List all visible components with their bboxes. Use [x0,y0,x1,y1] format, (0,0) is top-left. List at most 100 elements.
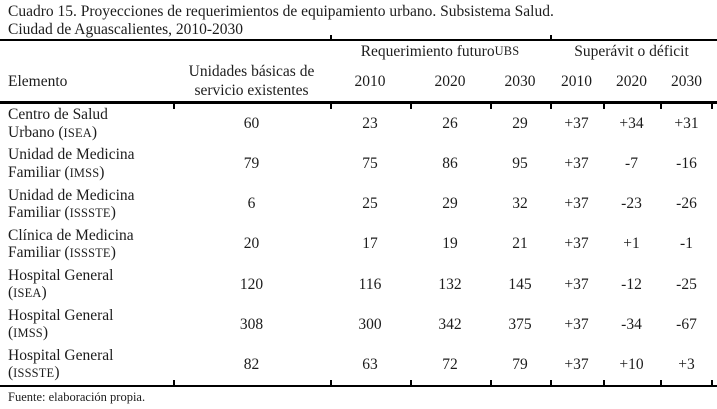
req-2020-cell: 29 [442,195,458,213]
table-title-line1: Cuadro 15. Proyecciones de requerimiento… [8,3,554,20]
element-name-line2: (ISSSTE) [8,364,60,382]
sup-2010-cell: +37 [564,115,589,133]
sup-2030-cell: -16 [676,155,697,173]
column-boundary-tick [550,34,552,41]
req-2010-cell: 63 [362,355,378,373]
column-boundary-tick [711,102,713,109]
req-2010-cell: 116 [358,275,382,293]
sup-2030-cell: -1 [680,235,693,253]
column-header-existing-units: Unidades básicas de servicio existentes [188,63,315,99]
sup-2020-cell: +10 [619,355,644,373]
element-name-line2: Familiar (ISSSTE) [8,203,116,221]
column-boundary-tick [550,379,552,387]
acronym: ISEA [13,286,42,301]
req-2030-cell: 95 [512,155,528,173]
column-group-requerimiento: Requerimiento futuro UBS [360,42,520,60]
column-header-req-2010: 2010 [354,72,386,90]
column-header-sup-2020: 2020 [616,72,647,90]
element-name-line1: Hospital General [8,266,114,284]
element-name-cell: Hospital General (ISSSTE) [0,345,173,385]
existing-units-cell: 120 [239,275,264,293]
acronym: UBS [494,44,520,58]
req-2020-cell: 26 [442,115,458,133]
column-boundary-tick [660,102,662,109]
req-2010-cell: 75 [362,155,378,173]
acronym: ISSSTE [13,366,55,381]
sup-2020-cell: +34 [619,115,644,133]
existing-units-cell: 79 [243,155,260,173]
req-2010-cell: 17 [362,235,378,253]
sup-2030-cell: -25 [676,275,697,293]
table-rule-bottom [0,385,717,387]
element-name-cell: Hospital General (IMSS) [0,305,173,345]
existing-units-cell: 82 [243,355,260,373]
column-boundary-tick [490,102,492,109]
element-name-line2: (IMSS) [8,324,49,342]
table-body: Centro de Salud Urbano (ISEA) 60 23 26 29 +37 +… [0,104,713,385]
column-boundary-tick [410,102,412,109]
column-boundary-tick [550,102,552,109]
sup-2020-cell: -34 [621,315,642,333]
column-header-elemento: Elemento [8,72,68,90]
req-2020-cell: 342 [438,315,462,333]
acronym: ISSSTE [69,205,111,220]
sup-2010-cell: +37 [564,195,589,213]
table-rule-top [0,39,717,41]
req-2030-cell: 375 [508,315,532,333]
element-name-cell: Unidad de Medicina Familiar (ISSSTE) [0,184,173,224]
req-2020-cell: 132 [438,275,462,293]
column-boundary-tick [330,102,332,109]
existing-units-cell: 60 [243,115,260,133]
column-boundary-tick [173,102,175,109]
sup-2010-cell: +37 [564,355,589,373]
table-title: Cuadro 15. Proyecciones de requerimiento… [8,3,713,38]
existing-units-cell: 20 [243,235,260,253]
sup-2010-cell: +37 [564,315,589,333]
element-name-line1: Centro de Salud [8,106,108,124]
sup-2020-cell: -7 [625,155,638,173]
req-2010-cell: 300 [358,315,382,333]
existing-units-cell: 6 [247,195,256,213]
acronym: ISSSTE [69,245,111,260]
element-name-cell: Hospital General (ISEA) [0,265,173,305]
element-name-line2: Familiar (IMSS) [8,163,105,181]
sup-2020-cell: -12 [621,275,642,293]
acronym: IMSS [69,165,100,180]
table-rule-header-bottom [0,101,717,104]
element-name-line1: Unidad de Medicina [8,186,135,204]
table-title-line2: Ciudad de Aguascalientes, 2010-2030 [8,20,244,38]
req-2020-cell: 86 [442,155,458,173]
element-name-cell: Centro de Salud Urbano (ISEA) [0,104,173,144]
column-boundary-tick [410,379,412,387]
column-boundary-tick [603,379,605,387]
sup-2020-cell: -23 [621,195,642,213]
sup-2010-cell: +37 [564,275,589,293]
source-note: Fuente: elaboración propia. [8,390,146,404]
req-2010-cell: 25 [362,195,378,213]
req-2030-cell: 79 [512,355,528,373]
sup-2030-cell: +3 [678,355,695,373]
table-header: Elemento Unidades básicas de servicio ex… [0,41,713,101]
sup-2030-cell: +31 [674,115,699,133]
column-header-req-2020: 2020 [434,72,466,90]
column-header-req-2030: 2030 [504,72,536,90]
column-group-superavit: Superávit o déficit [574,42,689,60]
column-boundary-tick [490,379,492,387]
req-2030-cell: 29 [512,115,528,133]
element-name-cell: Unidad de Medicina Familiar (IMSS) [0,144,173,184]
sup-2010-cell: +37 [564,155,589,173]
sup-2010-cell: +37 [564,235,589,253]
column-boundary-tick [660,379,662,387]
existing-units-cell: 308 [239,315,264,333]
element-name-line2: Urbano (ISEA) [8,123,98,141]
req-2030-cell: 21 [512,235,528,253]
sup-2030-cell: -67 [676,315,697,333]
req-2020-cell: 19 [442,235,458,253]
column-boundary-tick [603,102,605,109]
acronym: ISEA [63,125,92,140]
element-name-line2: (ISEA) [8,284,47,302]
req-2020-cell: 72 [442,355,458,373]
req-2030-cell: 145 [508,275,532,293]
column-header-sup-2030: 2030 [671,72,702,90]
